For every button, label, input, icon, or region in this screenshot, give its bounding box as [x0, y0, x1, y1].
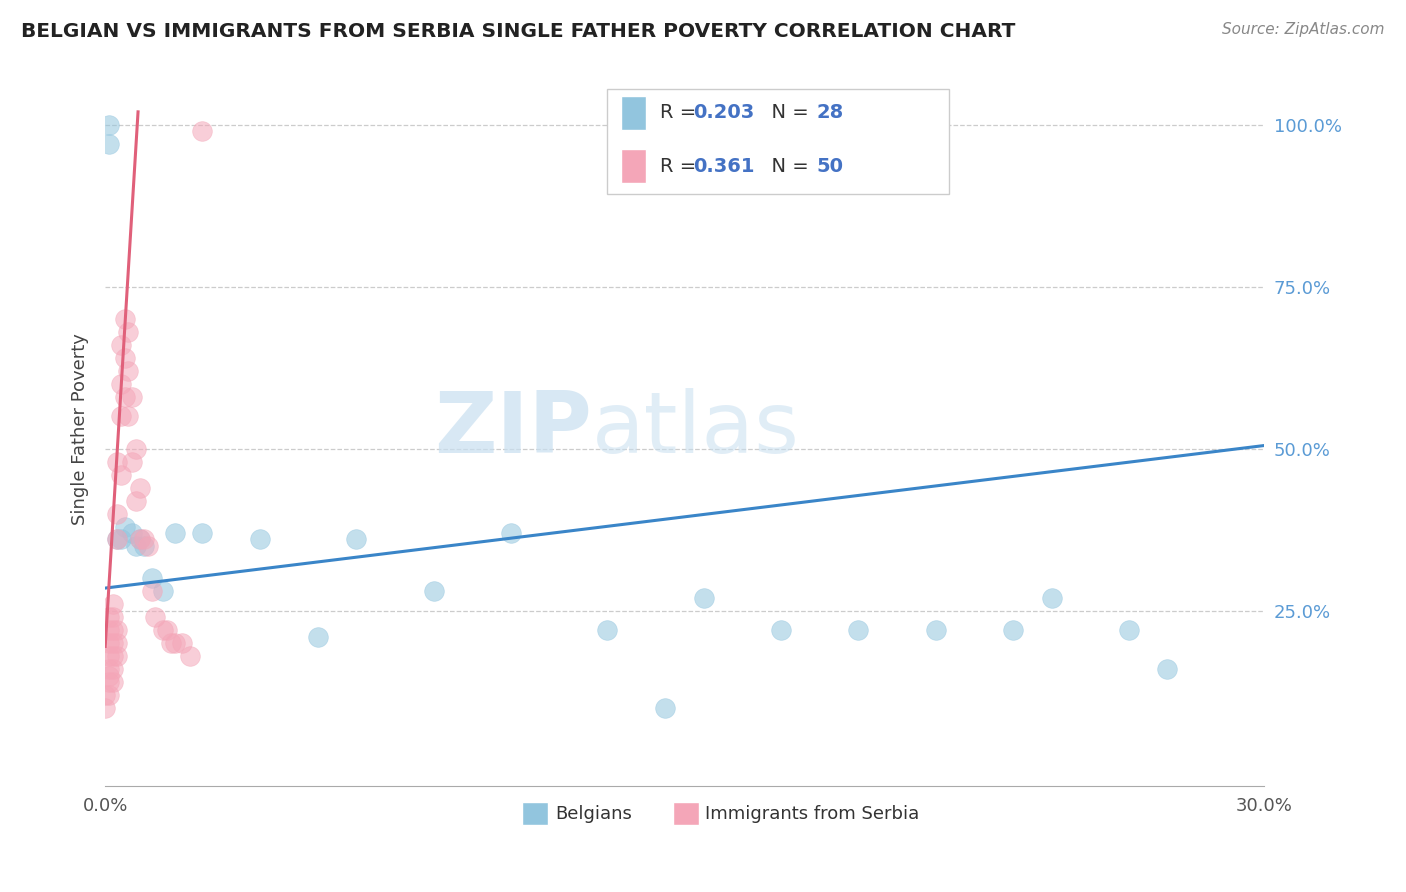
Point: [1156, 662, 1178, 676]
Point: [101, 662, 124, 676]
Point: [848, 624, 870, 638]
Point: [152, 584, 174, 599]
Point: [129, 533, 152, 547]
Text: R =: R =: [661, 157, 703, 176]
FancyBboxPatch shape: [673, 802, 699, 825]
Point: [105, 455, 128, 469]
Text: R =: R =: [661, 103, 703, 122]
FancyBboxPatch shape: [621, 95, 647, 130]
Point: [105, 636, 128, 650]
Point: [132, 533, 155, 547]
Point: [101, 675, 124, 690]
Point: [114, 312, 136, 326]
Point: [191, 526, 214, 541]
Point: [101, 610, 124, 624]
Point: [125, 539, 148, 553]
Point: [98, 675, 121, 690]
Point: [163, 526, 186, 541]
Point: [1040, 591, 1063, 605]
Point: [160, 636, 183, 650]
Point: [499, 526, 522, 541]
Point: [121, 526, 143, 541]
Point: [191, 124, 214, 138]
Point: [114, 351, 136, 365]
Point: [94, 701, 117, 715]
Point: [129, 481, 152, 495]
Point: [117, 364, 139, 378]
Point: [101, 636, 124, 650]
FancyBboxPatch shape: [607, 88, 949, 194]
Text: N =: N =: [759, 103, 815, 122]
Y-axis label: Single Father Poverty: Single Father Poverty: [72, 334, 89, 525]
Point: [654, 701, 676, 715]
Point: [105, 507, 128, 521]
Text: 0.203: 0.203: [693, 103, 754, 122]
Point: [132, 539, 155, 553]
Point: [136, 539, 159, 553]
Point: [172, 636, 194, 650]
Point: [249, 533, 271, 547]
Point: [125, 493, 148, 508]
Point: [114, 519, 136, 533]
Point: [925, 624, 948, 638]
Text: Source: ZipAtlas.com: Source: ZipAtlas.com: [1222, 22, 1385, 37]
Point: [94, 688, 117, 702]
Point: [145, 610, 167, 624]
Point: [98, 610, 121, 624]
Point: [101, 624, 124, 638]
Text: 50: 50: [817, 157, 844, 176]
Point: [121, 390, 143, 404]
Point: [770, 624, 793, 638]
Point: [596, 624, 619, 638]
Text: atlas: atlas: [592, 388, 800, 471]
Point: [344, 533, 367, 547]
Point: [105, 649, 128, 664]
Point: [1001, 624, 1024, 638]
Point: [110, 409, 132, 424]
Point: [105, 624, 128, 638]
Point: [693, 591, 716, 605]
Point: [105, 533, 128, 547]
Text: 28: 28: [817, 103, 844, 122]
Text: N =: N =: [759, 157, 815, 176]
Text: Immigrants from Serbia: Immigrants from Serbia: [706, 805, 920, 822]
Point: [1118, 624, 1140, 638]
Text: BELGIAN VS IMMIGRANTS FROM SERBIA SINGLE FATHER POVERTY CORRELATION CHART: BELGIAN VS IMMIGRANTS FROM SERBIA SINGLE…: [21, 22, 1015, 41]
Point: [179, 649, 201, 664]
Point: [110, 533, 132, 547]
Text: ZIP: ZIP: [434, 388, 592, 471]
Point: [101, 597, 124, 611]
Point: [125, 442, 148, 456]
Point: [422, 584, 444, 599]
Point: [98, 636, 121, 650]
Point: [110, 467, 132, 482]
Point: [98, 137, 121, 152]
Point: [98, 118, 121, 132]
Point: [117, 409, 139, 424]
Point: [98, 624, 121, 638]
Point: [152, 624, 174, 638]
Point: [114, 390, 136, 404]
Point: [141, 584, 163, 599]
Point: [163, 636, 186, 650]
Text: 0.361: 0.361: [693, 157, 754, 176]
Point: [129, 533, 152, 547]
Point: [98, 649, 121, 664]
Point: [98, 668, 121, 682]
Point: [156, 624, 179, 638]
Point: [117, 325, 139, 339]
Point: [141, 571, 163, 585]
Text: Belgians: Belgians: [555, 805, 631, 822]
FancyBboxPatch shape: [621, 149, 647, 184]
FancyBboxPatch shape: [523, 802, 548, 825]
Point: [307, 630, 329, 644]
Point: [110, 338, 132, 352]
Point: [110, 376, 132, 391]
Point: [101, 649, 124, 664]
Point: [98, 688, 121, 702]
Point: [121, 455, 143, 469]
Point: [105, 533, 128, 547]
Point: [98, 662, 121, 676]
